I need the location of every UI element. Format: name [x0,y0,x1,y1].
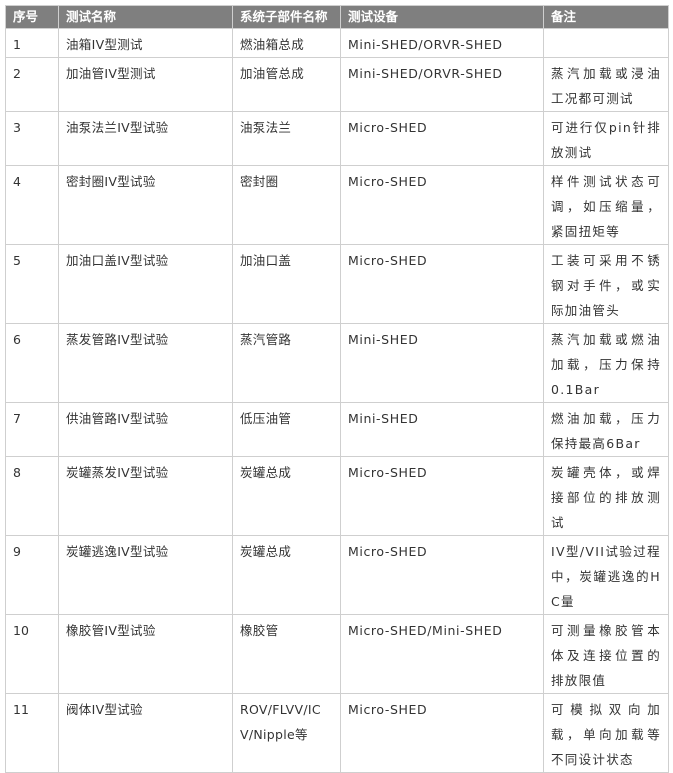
table-cell: 10 [5,614,59,694]
header-cell: 测试设备 [340,5,544,29]
table-cell: 炭罐总成 [232,456,341,536]
table-cell: Mini-SHED [340,402,544,457]
table-cell: 9 [5,535,59,615]
table-cell: 1 [5,28,59,58]
table-cell: 蒸汽加载或燃油加载，压力保持0.1Bar [543,323,669,403]
table-cell: 炭罐蒸发IV型试验 [58,456,233,536]
table-cell: 5 [5,244,59,324]
table-cell: 加油口盖IV型试验 [58,244,233,324]
table-cell: 橡胶管IV型试验 [58,614,233,694]
header-cell: 备注 [543,5,669,29]
table-cell: 加油管总成 [232,57,341,112]
table-cell: 4 [5,165,59,245]
table-cell: 样件测试状态可调，如压缩量，紧固扭矩等 [543,165,669,245]
table-row: 11 阀体IV型试验 ROV/FLVV/ICV/Nipple等 Micro-SHED 可… [5,693,669,773]
table-cell: 可进行仅pin针排放测试 [543,111,669,166]
table-cell: 可模拟双向加载，单向加载等不同设计状态 [543,693,669,773]
table-cell: 3 [5,111,59,166]
table-cell: 燃油箱总成 [232,28,341,58]
table-row: 1 油箱IV型测试 燃油箱总成 Mini-SHED/ORVR-SHED [5,28,669,58]
table-cell: Micro-SHED [340,111,544,166]
table-cell: Mini-SHED [340,323,544,403]
table-cell: 加油管IV型测试 [58,57,233,112]
table-cell: 2 [5,57,59,112]
table-cell: 炭罐逃逸IV型试验 [58,535,233,615]
table-cell: 低压油管 [232,402,341,457]
table-cell: Mini-SHED/ORVR-SHED [340,28,544,58]
table-cell: 8 [5,456,59,536]
table-cell: Mini-SHED/ORVR-SHED [340,57,544,112]
table-row: 6 蒸发管路IV型试验 蒸汽管路 Mini-SHED 蒸汽加载或燃油加载，压力保持0.1… [5,323,669,403]
table-row: 5 加油口盖IV型试验 加油口盖 Micro-SHED 工装可采用不锈钢对手件，或实际加… [5,244,669,324]
table-body: 1 油箱IV型测试 燃油箱总成 Mini-SHED/ORVR-SHED 2 加油管IV型测… [5,28,669,773]
table-cell: Micro-SHED [340,456,544,536]
table-cell: 密封圈IV型试验 [58,165,233,245]
table-cell: 蒸汽加载或浸油工况都可测试 [543,57,669,112]
table-cell: IV型/VII试验过程中，炭罐逃逸的HC量 [543,535,669,615]
table-row: 8 炭罐蒸发IV型试验 炭罐总成 Micro-SHED 炭罐壳体，或焊接部位的排放测试 [5,456,669,536]
table-cell: 蒸发管路IV型试验 [58,323,233,403]
table-cell: 11 [5,693,59,773]
table-cell: 油泵法兰 [232,111,341,166]
table-cell: 阀体IV型试验 [58,693,233,773]
table-cell: 7 [5,402,59,457]
page: 序号 测试名称 系统子部件名称 测试设备 备注 1 油箱IV型测试 燃油箱总成 Mini-SH… [5,5,669,773]
table-row: 2 加油管IV型测试 加油管总成 Mini-SHED/ORVR-SHED 蒸汽加载或浸油… [5,57,669,112]
table-cell: 密封圈 [232,165,341,245]
table-cell: Micro-SHED [340,693,544,773]
table-cell [543,28,669,58]
table-row: 9 炭罐逃逸IV型试验 炭罐总成 Micro-SHED IV型/VII试验过程中，炭罐逃… [5,535,669,615]
header-row: 序号 测试名称 系统子部件名称 测试设备 备注 [5,5,669,29]
table-cell: 工装可采用不锈钢对手件，或实际加油管头 [543,244,669,324]
table-cell: 油箱IV型测试 [58,28,233,58]
data-table: 序号 测试名称 系统子部件名称 测试设备 备注 1 油箱IV型测试 燃油箱总成 Mini-SH… [5,5,669,773]
table-row: 3 油泵法兰IV型试验 油泵法兰 Micro-SHED 可进行仅pin针排放测试 [5,111,669,166]
table-cell: 蒸汽管路 [232,323,341,403]
table-cell: ROV/FLVV/ICV/Nipple等 [232,693,341,773]
table-cell: 炭罐壳体，或焊接部位的排放测试 [543,456,669,536]
header-cell: 序号 [5,5,59,29]
header-cell: 测试名称 [58,5,233,29]
table-cell: 油泵法兰IV型试验 [58,111,233,166]
table-cell: 燃油加载，压力保持最高6Bar [543,402,669,457]
table-cell: 橡胶管 [232,614,341,694]
table-cell: Micro-SHED [340,165,544,245]
header-cell: 系统子部件名称 [232,5,341,29]
table-cell: Micro-SHED [340,244,544,324]
table-cell: Micro-SHED [340,535,544,615]
table-cell: 6 [5,323,59,403]
table-cell: 供油管路IV型试验 [58,402,233,457]
table-cell: 加油口盖 [232,244,341,324]
table-row: 10 橡胶管IV型试验 橡胶管 Micro-SHED/Mini-SHED 可测量橡胶管本… [5,614,669,694]
table-cell: Micro-SHED/Mini-SHED [340,614,544,694]
table-cell: 可测量橡胶管本体及连接位置的排放限值 [543,614,669,694]
table-row: 4 密封圈IV型试验 密封圈 Micro-SHED 样件测试状态可调，如压缩量，紧固扭矩… [5,165,669,245]
table-row: 7 供油管路IV型试验 低压油管 Mini-SHED 燃油加载，压力保持最高6Bar [5,402,669,457]
table-cell: 炭罐总成 [232,535,341,615]
